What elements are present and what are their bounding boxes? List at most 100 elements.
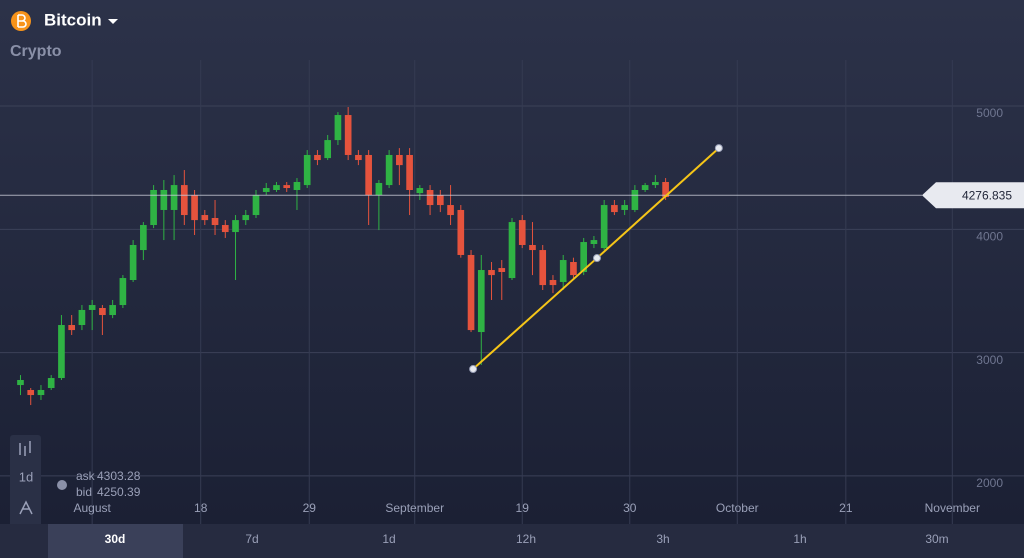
candle-body bbox=[273, 185, 280, 191]
asset-selector[interactable]: Bitcoin bbox=[11, 10, 118, 31]
timeframe-button[interactable]: 1d bbox=[382, 532, 395, 546]
candle-body bbox=[457, 209, 465, 255]
candle-body bbox=[99, 307, 106, 316]
candle-body bbox=[406, 154, 413, 191]
drawing-tool-button[interactable] bbox=[19, 500, 33, 515]
candle-body bbox=[539, 250, 547, 286]
candle-body bbox=[27, 389, 35, 396]
x-tick-label: 21 bbox=[839, 501, 853, 515]
candle-body bbox=[477, 270, 485, 333]
candle-body bbox=[355, 154, 362, 161]
current-price-label: 4276.835 bbox=[962, 188, 1012, 202]
candle-body bbox=[242, 215, 250, 221]
timeframe-button[interactable]: 1h bbox=[793, 532, 806, 546]
marks bbox=[17, 107, 669, 406]
timeframe-label: 1h bbox=[793, 532, 806, 546]
candle-body bbox=[211, 217, 219, 226]
candle-body bbox=[365, 154, 372, 196]
candle-body bbox=[119, 278, 127, 306]
dropdown-arrow bbox=[108, 19, 118, 24]
x-tick-label: 29 bbox=[303, 501, 317, 515]
candle-body bbox=[611, 205, 618, 213]
trend-line-handle[interactable] bbox=[469, 365, 478, 374]
candle-body bbox=[652, 181, 659, 186]
candle-body bbox=[436, 195, 444, 206]
candle-body bbox=[170, 185, 178, 210]
timeframe-label: 12h bbox=[516, 532, 536, 546]
candle-body bbox=[662, 181, 669, 198]
candle-body bbox=[283, 185, 291, 189]
candle-body bbox=[303, 154, 311, 186]
candle-body bbox=[396, 154, 403, 166]
bitcoin-glyph bbox=[17, 14, 27, 28]
bid-label: bid bbox=[76, 485, 92, 499]
y-tick-label: 5000 bbox=[976, 106, 1003, 120]
timeframe-buttons: 30d 7d 1d 12h 3h 1h 30m bbox=[48, 524, 949, 558]
timeframe-button[interactable]: 30m bbox=[925, 532, 948, 546]
candle-body bbox=[375, 182, 383, 196]
candle-body bbox=[559, 260, 567, 282]
x-tick-label: August bbox=[73, 501, 111, 515]
candle-body bbox=[549, 280, 557, 286]
candle-body bbox=[488, 270, 495, 276]
candle-body bbox=[129, 244, 137, 281]
asset-category: Crypto bbox=[10, 43, 62, 60]
candle-body bbox=[293, 181, 301, 191]
x-tick-label: 30 bbox=[623, 501, 637, 515]
timeframe-button[interactable]: 12h bbox=[516, 532, 536, 546]
y-tick-label: 3000 bbox=[976, 353, 1003, 367]
candle-body bbox=[518, 220, 526, 245]
candle-body bbox=[252, 195, 260, 216]
candle-body bbox=[580, 242, 588, 272]
quote: ask 4303.28 bid 4250.39 bbox=[57, 469, 141, 499]
timeframe-label: 7d bbox=[245, 532, 258, 546]
candle-body bbox=[221, 225, 229, 233]
ask-value: 4303.28 bbox=[97, 469, 141, 483]
candle-body bbox=[570, 262, 577, 276]
timeframe-label: 3h bbox=[656, 532, 669, 546]
x-tick-label: November bbox=[925, 501, 980, 515]
interval-button[interactable]: 1d bbox=[19, 469, 33, 484]
info-icon[interactable] bbox=[57, 480, 67, 490]
chart-type-button[interactable] bbox=[19, 441, 31, 456]
candle-body bbox=[600, 205, 608, 249]
candle-body bbox=[58, 325, 65, 379]
timeframe-button[interactable]: 3h bbox=[656, 532, 669, 546]
ask-label: ask bbox=[76, 469, 96, 483]
asset-name: Bitcoin bbox=[44, 10, 102, 29]
candle-body bbox=[631, 190, 639, 210]
candle-body bbox=[447, 205, 454, 216]
candle-body bbox=[47, 378, 55, 389]
candle-body bbox=[416, 188, 424, 194]
x-tick-label: 19 bbox=[516, 501, 530, 515]
candle-body bbox=[385, 154, 393, 186]
candle-body bbox=[160, 190, 168, 210]
candle-body bbox=[621, 205, 628, 210]
trend-line-handle[interactable] bbox=[714, 144, 723, 153]
candle-body bbox=[314, 154, 321, 161]
candle-body bbox=[68, 325, 76, 331]
trend-line-handle[interactable] bbox=[592, 254, 601, 263]
timeframe-label: 1d bbox=[382, 532, 395, 546]
candle-body bbox=[109, 305, 116, 316]
x-tick-label: October bbox=[716, 501, 759, 515]
candle-body bbox=[140, 225, 147, 251]
grid: 2000 3000 4000 5000 August 18 29 September 19 30 O… bbox=[0, 60, 1024, 525]
timeframe-label: 30d bbox=[105, 532, 126, 546]
timeframe-button[interactable]: 30d bbox=[48, 524, 183, 558]
candle-body bbox=[17, 380, 24, 386]
candle-body bbox=[232, 220, 239, 233]
active-timeframe-highlight bbox=[48, 524, 183, 558]
candles-icon bbox=[19, 441, 31, 456]
candle-body bbox=[508, 222, 516, 279]
candle-body bbox=[37, 389, 45, 396]
y-tick-label: 2000 bbox=[976, 476, 1003, 490]
candle-body bbox=[498, 268, 506, 272]
x-tick-label: 18 bbox=[194, 501, 208, 515]
candle-body bbox=[262, 188, 270, 192]
candle-body bbox=[334, 115, 342, 141]
candle-body bbox=[88, 305, 96, 310]
timeframe-button[interactable]: 7d bbox=[245, 532, 258, 546]
